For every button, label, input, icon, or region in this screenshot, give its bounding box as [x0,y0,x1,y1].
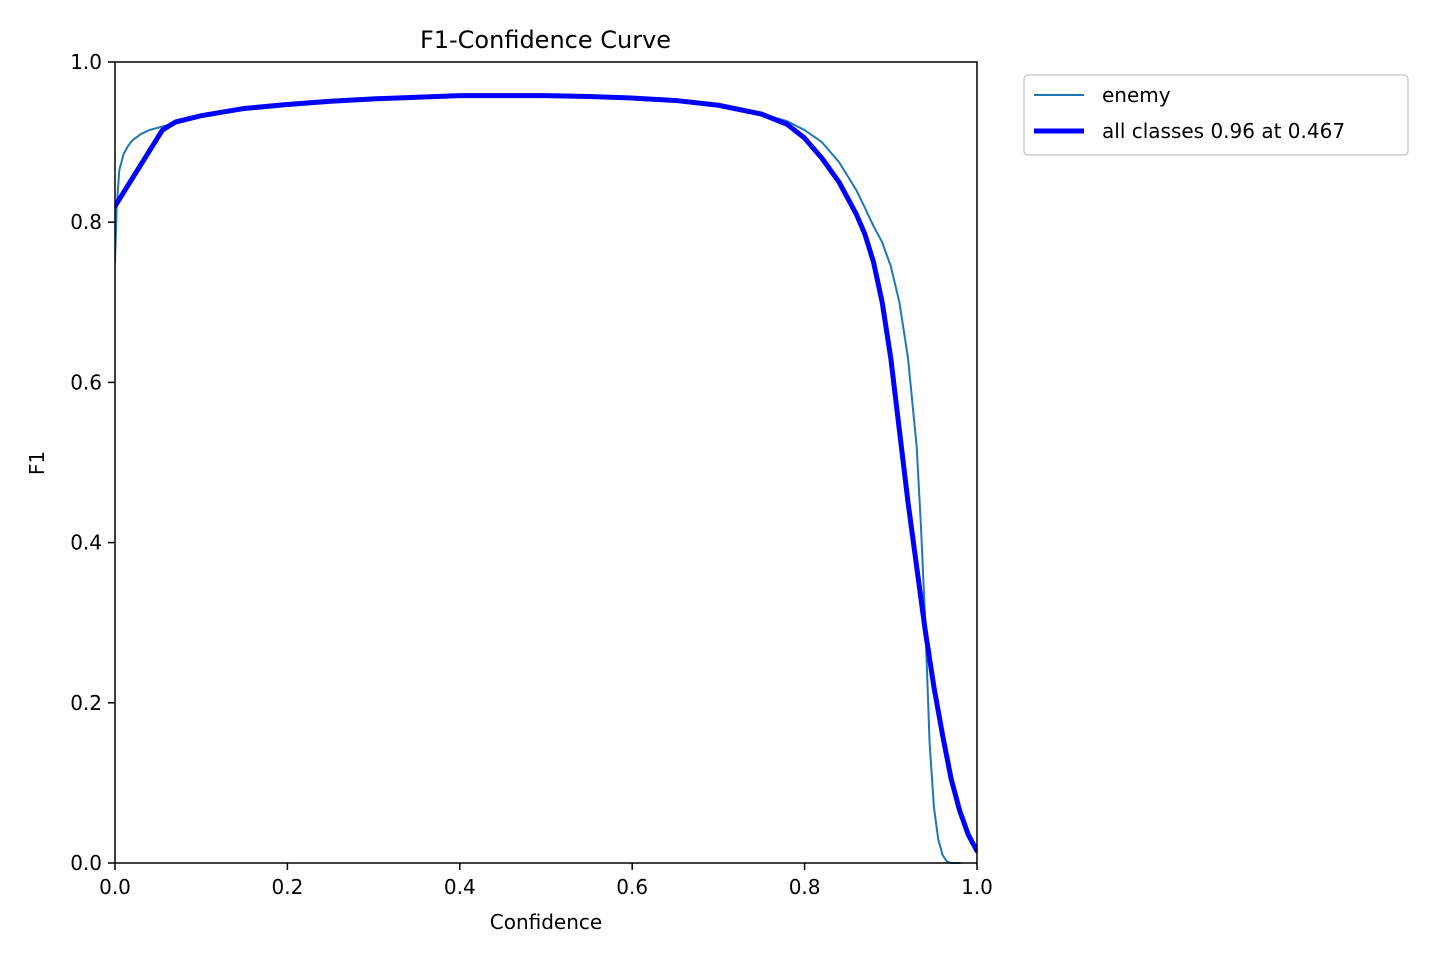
x-axis: 0.0 0.2 0.4 0.6 0.8 1.0 [99,863,993,899]
x-tick-label: 1.0 [961,875,993,899]
y-tick-label: 0.4 [70,531,102,555]
chart-title: F1-Confidence Curve [420,26,671,54]
x-tick-label: 0.2 [271,875,303,899]
series-group [115,93,977,864]
plot-area [114,61,978,864]
x-axis-label: Confidence [490,910,602,934]
legend-frame [1023,74,1409,156]
y-tick-label: 1.0 [70,50,102,74]
x-tick-label: 0.0 [99,875,131,899]
x-tick-label: 0.4 [444,875,476,899]
y-tick-label: 0.6 [70,370,102,394]
y-tick-label: 0.8 [70,210,102,234]
y-tick-label: 0.0 [70,851,102,875]
x-tick-label: 0.8 [789,875,821,899]
legend-label-all-classes: all classes 0.96 at 0.467 [1102,119,1345,143]
legend: enemy all classes 0.96 at 0.467 [1023,74,1409,156]
y-tick-label: 0.2 [70,691,102,715]
y-axis: 0.0 0.2 0.4 0.6 0.8 1.0 [70,50,115,875]
y-axis-label: F1 [25,451,49,475]
legend-label-enemy: enemy [1102,83,1171,107]
x-tick-label: 0.6 [616,875,648,899]
axes-frame [114,61,978,864]
series-line-all-classes [115,93,977,854]
